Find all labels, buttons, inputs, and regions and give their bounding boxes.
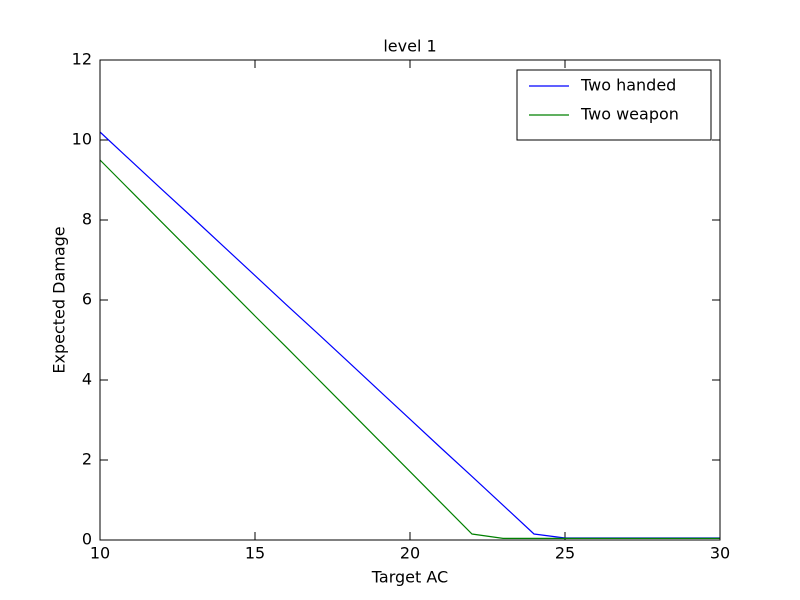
y-tick-label: 2 (82, 450, 92, 469)
legend-label: Two handed (580, 76, 676, 95)
x-tick-label: 20 (400, 544, 420, 563)
legend-box (516, 69, 712, 141)
y-tick-label: 8 (82, 210, 92, 229)
y-axis-label: Expected Damage (50, 226, 69, 373)
x-tick-label: 25 (555, 544, 575, 563)
legend-label: Two weapon (580, 105, 679, 124)
plot-frame (99, 59, 721, 541)
series-line (99, 159, 720, 539)
x-tick-label: 30 (710, 544, 730, 563)
x-tick-label: 10 (90, 544, 110, 563)
y-tick-label: 0 (82, 530, 92, 549)
y-tick-label: 4 (82, 370, 92, 389)
x-tick-label: 15 (245, 544, 265, 563)
y-tick-label: 10 (72, 130, 92, 149)
chart-title: level 1 (383, 37, 436, 56)
y-tick-label: 6 (82, 290, 92, 309)
y-tick-label: 12 (72, 50, 92, 69)
x-axis-label: Target AC (371, 568, 448, 587)
